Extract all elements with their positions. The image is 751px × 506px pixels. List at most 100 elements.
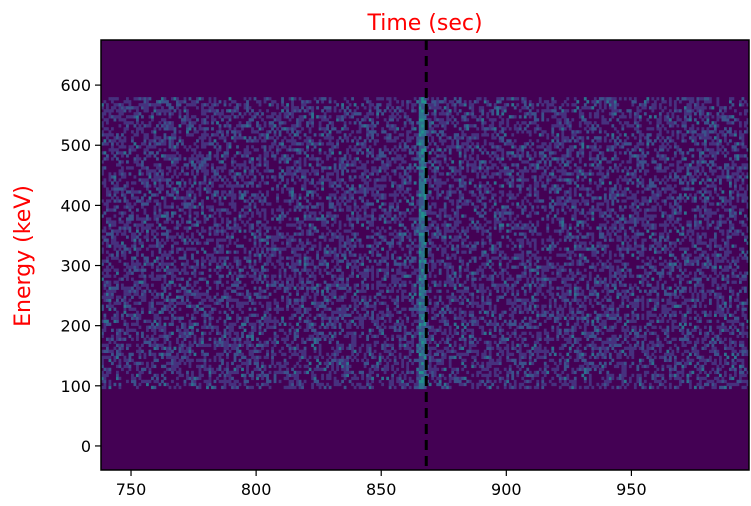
heatmap-cell <box>226 361 229 366</box>
heatmap-cell <box>136 97 139 101</box>
heatmap-cell <box>378 178 382 182</box>
heatmap-cell <box>106 343 109 348</box>
heatmap-cell <box>363 364 367 369</box>
heatmap-cell <box>106 190 109 194</box>
heatmap-cell <box>196 322 199 326</box>
heatmap-cell <box>266 355 269 360</box>
heatmap-cell <box>366 373 369 378</box>
heatmap-cell <box>178 316 182 320</box>
heatmap-cell <box>126 265 129 269</box>
heatmap-cell <box>103 181 107 185</box>
heatmap-cell <box>156 157 159 161</box>
heatmap-cell <box>353 121 357 125</box>
heatmap-cell <box>368 259 372 263</box>
heatmap-cell <box>251 193 254 197</box>
heatmap-cell <box>126 247 129 251</box>
heatmap-cell <box>203 187 207 191</box>
heatmap-cell <box>381 295 385 299</box>
heatmap-cell <box>258 163 262 167</box>
heatmap-cell <box>228 172 232 176</box>
heatmap-cell <box>303 256 307 260</box>
heatmap-cell <box>371 103 375 107</box>
heatmap-cell <box>318 202 322 206</box>
heatmap-cell <box>253 259 257 263</box>
heatmap-cell <box>201 340 204 345</box>
heatmap-cell <box>163 364 167 369</box>
heatmap-cell <box>283 268 287 272</box>
heatmap-cell <box>101 361 104 366</box>
heatmap-cell <box>158 136 162 140</box>
heatmap-cell <box>243 136 247 140</box>
heatmap-cell <box>298 232 302 236</box>
heatmap-cell <box>306 106 309 110</box>
heatmap-cell <box>121 160 124 164</box>
heatmap-cell <box>303 214 307 218</box>
heatmap-cell <box>238 274 242 278</box>
heatmap-cell <box>376 313 380 317</box>
heatmap-cell <box>238 103 242 107</box>
heatmap-cell <box>318 97 322 101</box>
heatmap-cell <box>236 106 239 110</box>
heatmap-cell <box>258 349 262 354</box>
heatmap-cell <box>283 286 287 290</box>
heatmap-cell <box>101 355 104 360</box>
heatmap-cell <box>336 118 339 122</box>
heatmap-cell <box>286 295 289 299</box>
heatmap-cell <box>303 319 307 323</box>
heatmap-cell <box>173 148 177 152</box>
heatmap-cell <box>386 349 390 354</box>
heatmap-cell <box>311 217 314 221</box>
heatmap-cell <box>278 262 282 266</box>
heatmap-cell <box>321 202 324 206</box>
heatmap-cell <box>226 145 229 149</box>
heatmap-cell <box>108 244 112 248</box>
heatmap-cell <box>253 130 257 134</box>
heatmap-cell <box>231 328 234 332</box>
heatmap-cell <box>301 205 304 209</box>
heatmap-cell <box>288 199 292 203</box>
heatmap-cell <box>356 358 359 363</box>
heatmap-cell <box>301 103 304 107</box>
heatmap-cell <box>271 103 274 107</box>
heatmap-cell <box>208 268 212 272</box>
heatmap-cell <box>131 232 134 236</box>
heatmap-cell <box>131 256 134 260</box>
heatmap-cell <box>111 175 114 179</box>
heatmap-cell <box>148 379 152 384</box>
heatmap-cell <box>148 103 152 107</box>
heatmap-cell <box>386 265 390 269</box>
heatmap-cell <box>298 223 302 227</box>
heatmap-cell <box>133 289 137 293</box>
heatmap-cell <box>288 118 292 122</box>
heatmap-cell <box>156 277 159 281</box>
heatmap-cell <box>178 172 182 176</box>
heatmap-cell <box>203 220 207 224</box>
heatmap-cell <box>128 289 132 293</box>
heatmap-cell <box>196 211 199 215</box>
heatmap-cell <box>381 322 385 326</box>
heatmap-cell <box>251 334 254 338</box>
heatmap-cell <box>166 235 169 239</box>
heatmap-cell <box>123 322 127 326</box>
heatmap-cell <box>273 322 277 326</box>
heatmap-cell <box>293 346 297 351</box>
heatmap-cell <box>183 292 187 296</box>
heatmap-cell <box>208 229 212 233</box>
heatmap-cell <box>226 124 229 128</box>
heatmap-cell <box>146 334 149 338</box>
heatmap-cell <box>226 142 229 146</box>
heatmap-cell <box>286 343 289 348</box>
heatmap-cell <box>333 127 337 131</box>
heatmap-cell <box>366 187 369 191</box>
heatmap-cell <box>311 124 314 128</box>
heatmap-cell <box>153 259 157 263</box>
heatmap-cell <box>381 331 385 335</box>
heatmap-cell <box>166 184 169 188</box>
heatmap-cell <box>233 130 237 134</box>
heatmap-cell <box>346 289 349 293</box>
heatmap-cell <box>273 337 277 341</box>
heatmap-cell <box>336 352 339 357</box>
heatmap-cell <box>293 373 297 378</box>
heatmap-cell <box>188 340 192 345</box>
heatmap-cell <box>363 118 367 122</box>
